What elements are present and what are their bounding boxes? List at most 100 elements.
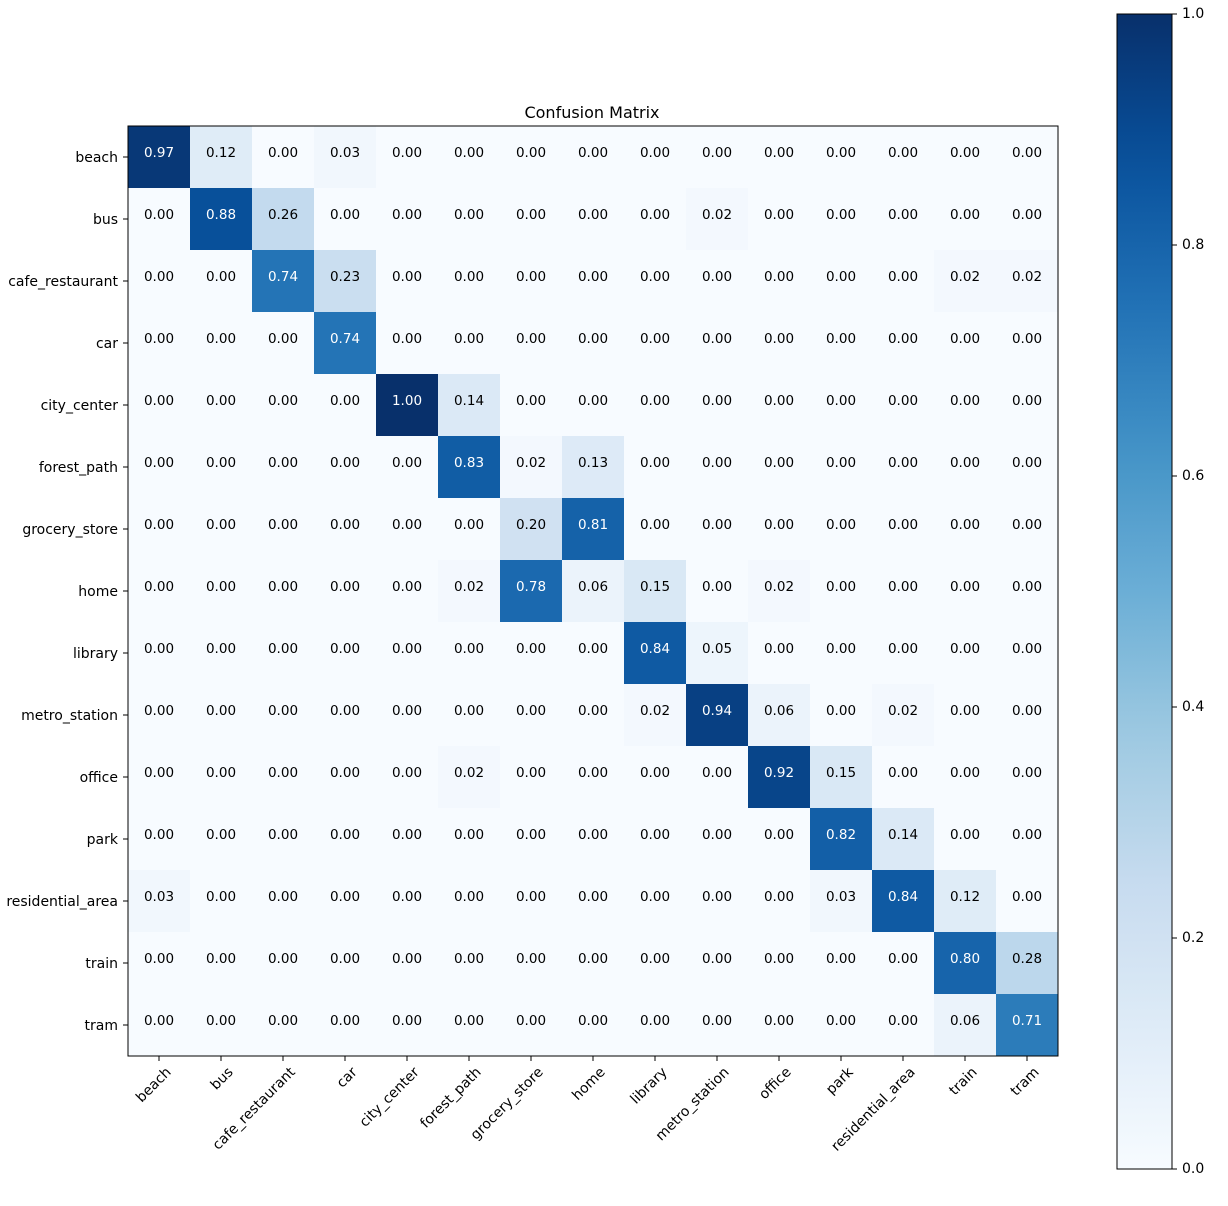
x-tick-label: bus: [208, 1064, 237, 1093]
cell-value-label: 0.00: [702, 393, 732, 409]
heatmap-cell: [252, 126, 315, 189]
heatmap-cell: [500, 188, 563, 251]
cell-value-label: 0.06: [950, 1013, 980, 1029]
heatmap-cell: [810, 560, 873, 623]
heatmap-cells: [128, 126, 1059, 1057]
heatmap-cell: [934, 994, 997, 1057]
cell-value-label: 0.00: [330, 827, 360, 843]
cell-value-label: 0.00: [392, 703, 422, 719]
heatmap-cell: [314, 250, 377, 313]
heatmap-cell: [996, 622, 1059, 685]
cell-value-label: 0.00: [578, 951, 608, 967]
cell-value-label: 0.00: [764, 1013, 794, 1029]
cell-value-label: 0.03: [826, 889, 856, 905]
cell-value-label: 0.00: [392, 455, 422, 471]
cell-value-label: 0.00: [888, 207, 918, 223]
heatmap-cell: [748, 126, 811, 189]
heatmap-cell: [190, 684, 253, 747]
heatmap-cell: [810, 498, 873, 561]
heatmap-cell: [562, 870, 625, 933]
cell-value-label: 0.00: [640, 517, 670, 533]
heatmap-cell: [934, 436, 997, 499]
cell-value-label: 0.00: [144, 331, 174, 347]
heatmap-cell: [934, 932, 997, 995]
cell-value-label: 0.00: [950, 827, 980, 843]
cell-value-label: 0.02: [702, 207, 732, 223]
heatmap-cell: [314, 312, 377, 375]
cell-value-label: 0.00: [206, 269, 236, 285]
x-tick-label: library: [627, 1064, 670, 1107]
heatmap-cell: [252, 498, 315, 561]
cell-value-label: 0.00: [950, 145, 980, 161]
cell-value-label: 0.00: [454, 517, 484, 533]
heatmap-cell: [562, 622, 625, 685]
cell-value-label: 0.00: [392, 269, 422, 285]
cell-value-label: 0.00: [268, 517, 298, 533]
colorbar-frame: [1116, 13, 1173, 1170]
cell-value-label: 0.00: [206, 517, 236, 533]
heatmap-cell: [748, 808, 811, 871]
cell-value-label: 0.00: [516, 393, 546, 409]
cell-value-label: 0.00: [392, 331, 422, 347]
heatmap-cell: [686, 312, 749, 375]
cell-value-label: 0.00: [950, 455, 980, 471]
heatmap-cell: [686, 436, 749, 499]
cell-value-label: 0.00: [516, 1013, 546, 1029]
cell-value-label: 0.00: [144, 703, 174, 719]
heatmap-cell: [686, 126, 749, 189]
cell-value-label: 0.00: [950, 765, 980, 781]
heatmap-cell: [996, 746, 1059, 809]
cell-value-label: 0.00: [888, 455, 918, 471]
cell-value-label: 0.00: [950, 641, 980, 657]
cell-value-label: 1.00: [392, 393, 422, 409]
cell-value-label: 0.00: [1012, 579, 1042, 595]
heatmap-cell: [438, 560, 501, 623]
heatmap-cell: [190, 312, 253, 375]
chart-title: Confusion Matrix: [524, 103, 659, 122]
cell-value-label: 0.00: [1012, 889, 1042, 905]
cell-value-label: 0.02: [516, 455, 546, 471]
heatmap-cell: [624, 684, 687, 747]
cell-value-label: 0.00: [764, 889, 794, 905]
cell-value-label: 0.00: [268, 331, 298, 347]
heatmap-cell: [934, 126, 997, 189]
heatmap-cell: [252, 932, 315, 995]
cell-value-label: 0.00: [888, 951, 918, 967]
cell-value-label: 0.00: [888, 765, 918, 781]
cell-value-label: 0.02: [454, 579, 484, 595]
cell-value-label: 0.00: [206, 889, 236, 905]
heatmap-cell: [934, 498, 997, 561]
y-tick-label: forest_path: [39, 460, 118, 476]
heatmap-cell: [252, 746, 315, 809]
heatmap-cell: [934, 622, 997, 685]
cell-value-label: 0.97: [144, 145, 174, 161]
cell-value-label: 0.00: [640, 207, 670, 223]
cell-value-label: 0.00: [392, 517, 422, 533]
cell-value-label: 0.00: [454, 331, 484, 347]
heatmap-cell: [438, 684, 501, 747]
cell-value-label: 0.00: [516, 207, 546, 223]
heatmap-cell: [562, 932, 625, 995]
cell-value-label: 0.88: [206, 207, 236, 223]
heatmap-cell: [438, 994, 501, 1057]
cell-value-label: 0.00: [1012, 641, 1042, 657]
cell-value-label: 0.14: [454, 393, 484, 409]
heatmap-cell: [438, 374, 501, 437]
cell-value-label: 0.28: [1012, 951, 1042, 967]
cell-value-label: 0.00: [702, 951, 732, 967]
heatmap-cell: [438, 622, 501, 685]
heatmap-cell: [562, 808, 625, 871]
cell-value-label: 0.00: [516, 641, 546, 657]
cell-value-label: 0.00: [888, 517, 918, 533]
cell-value-label: 0.00: [1012, 455, 1042, 471]
heatmap-cell: [624, 994, 687, 1057]
cell-value-label: 0.00: [392, 579, 422, 595]
y-tick-label: park: [87, 832, 119, 848]
cell-value-label: 0.23: [330, 269, 360, 285]
heatmap-cell: [748, 188, 811, 251]
cell-value-label: 0.81: [578, 517, 608, 533]
y-tick-label: city_center: [41, 398, 119, 414]
heatmap-cell: [438, 808, 501, 871]
